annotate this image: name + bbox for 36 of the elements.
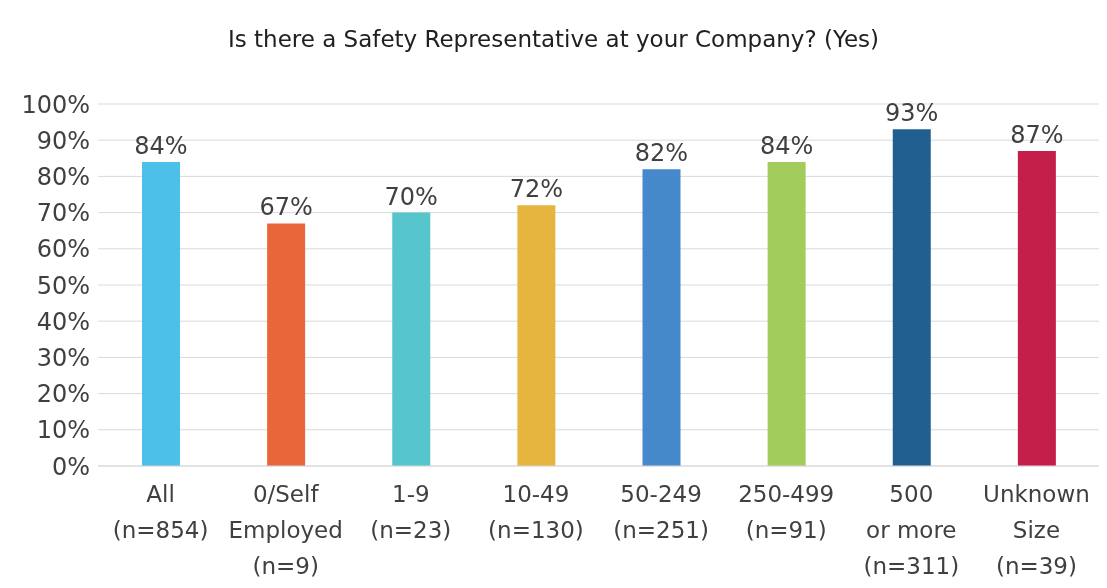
y-tick-label: 60% [36,235,90,264]
y-tick-label: 100% [21,90,90,119]
x-tick-label: 50-249 (n=251) [613,481,709,543]
data-label: 70% [384,182,438,211]
data-label: 67% [259,193,313,222]
y-tick-label: 80% [36,162,90,191]
bar [892,129,931,466]
y-tick-label: 10% [36,416,90,445]
y-tick-label: 50% [36,271,90,300]
bar [1017,151,1056,466]
data-label: 82% [634,139,689,168]
data-label: 87% [1010,121,1064,150]
data-label: 72% [509,175,564,204]
bar [767,161,806,466]
data-label: 84% [134,131,188,160]
y-tick-label: 30% [36,343,90,372]
x-tick-label: 1-9 (n=23) [370,481,452,543]
x-tick-label: 10-49 (n=130) [488,481,584,543]
bar [392,212,431,466]
x-tick-label: All (n=854) [112,481,209,543]
y-tick-label: 0% [51,452,90,481]
x-tick-label: Unknown Size (n=39) [983,481,1090,579]
x-tick-label: 250-499 (n=91) [738,481,835,543]
data-label: 93% [885,99,939,128]
data-label: 84% [759,131,814,160]
bar [642,169,681,466]
y-tick-label: 40% [36,307,90,336]
x-tick-label: 0/Self Employed (n=9) [228,481,343,579]
bar [517,205,556,466]
bar [267,223,306,466]
y-tick-label: 70% [36,199,90,228]
y-tick-label: 90% [36,126,90,155]
x-tick-label: 500 or more (n=311) [863,481,960,579]
y-tick-label: 20% [36,380,90,409]
bar [142,161,180,466]
chart-title: Is there a Safety Representative at your Company? (Yes) [226,25,881,54]
